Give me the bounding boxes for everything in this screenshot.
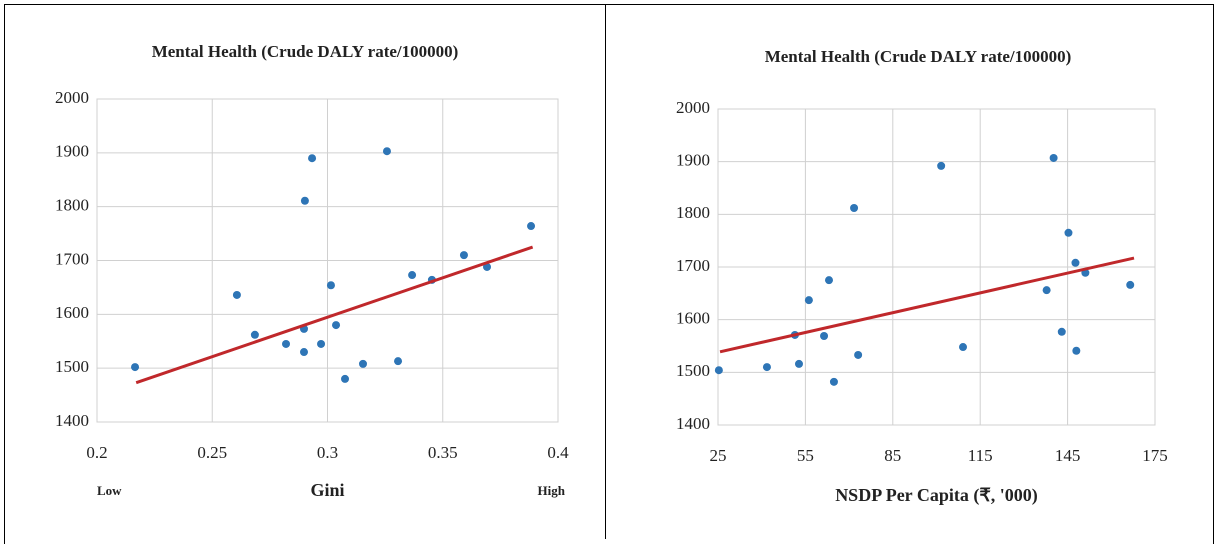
plot-area (717, 108, 1156, 426)
x-tick-label: 115 (968, 446, 993, 465)
point (829, 377, 838, 386)
point (282, 339, 291, 348)
point (1064, 228, 1073, 237)
x-tick-label: 55 (797, 446, 814, 465)
y-tick-label: 1500 (676, 361, 710, 380)
x-axis-label: Gini (310, 480, 344, 500)
trendline (719, 256, 1135, 354)
point (937, 161, 946, 170)
x-tick-label: 25 (710, 446, 727, 465)
point (382, 147, 391, 156)
frame (4, 4, 1214, 544)
x-tick-label: 175 (1142, 446, 1168, 465)
point (824, 276, 833, 285)
point (1072, 346, 1081, 355)
point (131, 363, 140, 372)
chart-title: Mental Health (Crude DALY rate/100000) (764, 47, 1072, 66)
y-tick-label: 2000 (676, 98, 710, 117)
point (300, 196, 309, 205)
x-axis-label: NSDP Per Capita (₹, '000) (835, 485, 1038, 506)
y-tick-label: 1700 (676, 256, 710, 275)
point (527, 222, 536, 231)
x-tick-label: 145 (1055, 446, 1081, 465)
point (959, 343, 968, 352)
point (1126, 280, 1135, 289)
y-tick-label: 1700 (55, 249, 89, 268)
y-tick-label: 1900 (55, 142, 89, 161)
chart-title: Mental Health (Crude DALY rate/100000) (151, 42, 459, 61)
y-tick-label: 1500 (55, 357, 89, 376)
x-tick-label: 0.4 (547, 443, 569, 462)
y-tick-label: 1600 (55, 303, 89, 322)
point (332, 321, 341, 330)
x-tick-label: 0.2 (86, 443, 107, 462)
point (358, 359, 367, 368)
point (459, 251, 468, 260)
point (820, 331, 829, 340)
point (794, 359, 803, 368)
point (394, 357, 403, 366)
point (326, 281, 335, 290)
point (308, 154, 317, 163)
x-tick-label: 0.25 (197, 443, 227, 462)
x-tick-label: 0.3 (317, 443, 338, 462)
y-tick-label: 1800 (55, 196, 89, 215)
y-tick-label: 1800 (676, 203, 710, 222)
y-tick-label: 1900 (676, 151, 710, 170)
point (317, 339, 326, 348)
annotation: High (538, 483, 566, 498)
point (804, 296, 813, 305)
point (1049, 153, 1058, 162)
plot-area (96, 98, 559, 423)
point (1071, 258, 1080, 267)
annotation: Low (97, 483, 122, 498)
point (232, 290, 241, 299)
point (762, 363, 771, 372)
point (714, 366, 723, 375)
point (341, 374, 350, 383)
point (850, 204, 859, 213)
point (250, 330, 259, 339)
point (1042, 286, 1051, 295)
point (1057, 327, 1066, 336)
point (854, 350, 863, 359)
point (483, 262, 492, 271)
y-tick-label: 2000 (55, 88, 89, 107)
y-tick-label: 1400 (676, 414, 710, 433)
trendline (135, 245, 534, 385)
divider (605, 4, 606, 539)
x-tick-label: 0.35 (428, 443, 458, 462)
y-tick-label: 1600 (676, 309, 710, 328)
x-tick-label: 85 (884, 446, 901, 465)
y-tick-label: 1400 (55, 411, 89, 430)
point (408, 271, 417, 280)
point (299, 348, 308, 357)
